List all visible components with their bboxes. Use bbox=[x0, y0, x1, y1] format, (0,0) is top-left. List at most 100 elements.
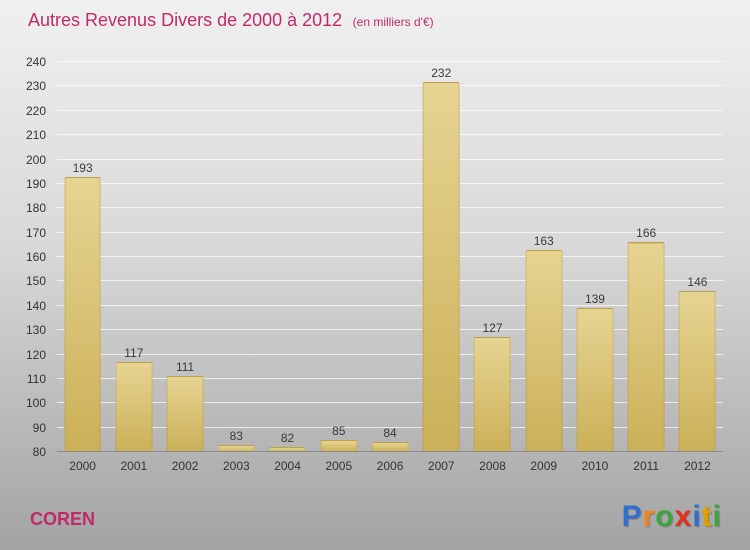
gridline bbox=[57, 85, 723, 87]
bar-column: 146 2012 bbox=[672, 62, 723, 473]
bar-value-label: 82 bbox=[280, 431, 295, 446]
x-tick-label: 2001 bbox=[120, 459, 148, 473]
bar: 84 bbox=[371, 426, 409, 452]
bar: 146 bbox=[678, 275, 716, 452]
bars: 193 2000 117 2001 111 2002 83 2003 82 2004 85 2005 8… bbox=[57, 62, 723, 473]
x-tick-label: 2010 bbox=[581, 459, 609, 473]
proxiti-logo: Proxiti bbox=[622, 500, 722, 534]
x-tick-label: 2004 bbox=[274, 459, 301, 473]
chart-title: Autres Revenus Divers de 2000 à 2012 (en… bbox=[28, 10, 434, 31]
bar-value-label: 232 bbox=[431, 65, 452, 80]
y-tick-label: 90 bbox=[32, 420, 46, 435]
gridline bbox=[57, 304, 723, 306]
chart-title-unit: (en milliers d'€) bbox=[352, 15, 434, 29]
bar: 232 bbox=[422, 66, 460, 452]
gridline bbox=[57, 158, 723, 160]
bar-column: 166 2011 bbox=[621, 62, 672, 473]
bar-value-label: 83 bbox=[229, 428, 243, 443]
x-tick-label: 2000 bbox=[69, 459, 96, 473]
bar-value-label: 84 bbox=[383, 426, 397, 441]
plot-area: 193 2000 117 2001 111 2002 83 2003 82 2004 85 2005 8… bbox=[57, 61, 723, 473]
bar: 193 bbox=[64, 161, 102, 452]
x-axis-line bbox=[57, 451, 723, 452]
y-tick-label: 180 bbox=[25, 201, 46, 216]
bar-value-label: 127 bbox=[482, 321, 503, 336]
bar: 166 bbox=[627, 226, 665, 452]
bar-column: 139 2010 bbox=[569, 62, 620, 473]
y-tick-label: 200 bbox=[25, 152, 46, 167]
logo-letter: o bbox=[655, 500, 675, 533]
gridline bbox=[57, 329, 723, 331]
bar-column: 127 2008 bbox=[467, 62, 518, 473]
y-tick-label: 170 bbox=[25, 225, 46, 240]
bar-column: 82 2004 bbox=[262, 62, 313, 473]
x-tick-label: 2009 bbox=[530, 459, 558, 473]
y-tick-label: 130 bbox=[25, 323, 46, 338]
bar-column: 193 2000 bbox=[57, 62, 108, 473]
bar: 163 bbox=[525, 234, 563, 452]
y-axis: 80 90 100 110 120 130 140 150 160 170 180 190 200 210… bbox=[0, 55, 52, 459]
gridline bbox=[57, 182, 723, 184]
y-tick-label: 210 bbox=[25, 128, 46, 143]
bar: 82 bbox=[269, 431, 306, 452]
logo-letter: t bbox=[701, 500, 713, 533]
logo-letter: i bbox=[692, 500, 702, 533]
x-tick-label: 2007 bbox=[427, 459, 455, 473]
bar-column: 163 2009 bbox=[518, 62, 569, 473]
y-tick-label: 230 bbox=[25, 79, 46, 94]
bar-column: 232 2007 bbox=[416, 62, 467, 473]
bar-column: 84 2006 bbox=[364, 62, 415, 473]
y-tick-label: 100 bbox=[25, 396, 46, 411]
bar-value-label: 146 bbox=[687, 275, 708, 290]
gridline bbox=[57, 61, 723, 62]
x-tick-label: 2011 bbox=[633, 459, 660, 473]
gridline bbox=[57, 377, 723, 379]
bar-column: 111 2002 bbox=[159, 62, 210, 473]
y-tick-label: 80 bbox=[32, 445, 46, 459]
gridline bbox=[57, 231, 723, 233]
bar: 111 bbox=[166, 360, 204, 452]
x-tick-label: 2008 bbox=[479, 459, 506, 473]
bar: 139 bbox=[576, 292, 614, 452]
x-tick-label: 2012 bbox=[684, 459, 711, 473]
gridline bbox=[57, 426, 723, 428]
bar: 117 bbox=[115, 346, 153, 452]
y-tick-label: 190 bbox=[25, 176, 46, 191]
bar: 85 bbox=[320, 424, 358, 452]
bar-value-label: 193 bbox=[72, 160, 93, 175]
logo-letter: P bbox=[621, 500, 643, 533]
gridline bbox=[57, 353, 723, 355]
bar-column: 117 2001 bbox=[108, 62, 159, 473]
bar-value-label: 111 bbox=[175, 360, 195, 375]
bar-value-label: 166 bbox=[636, 226, 657, 241]
bar-column: 83 2003 bbox=[211, 62, 262, 473]
gridline bbox=[57, 280, 723, 282]
x-tick-label: 2006 bbox=[376, 459, 404, 473]
y-tick-label: 140 bbox=[25, 298, 46, 313]
logo-letter: r bbox=[642, 500, 656, 533]
logo-letter: i bbox=[712, 500, 722, 533]
gridline bbox=[57, 134, 723, 136]
y-tick-label: 120 bbox=[25, 347, 46, 362]
x-tick-label: 2003 bbox=[222, 459, 250, 473]
logo-letter: x bbox=[674, 500, 693, 533]
y-tick-label: 150 bbox=[25, 274, 46, 289]
company-label: COREN bbox=[30, 509, 96, 529]
bar-value-label: 85 bbox=[332, 423, 346, 438]
bar-value-label: 139 bbox=[584, 292, 605, 307]
bar-column: 85 2005 bbox=[313, 62, 364, 473]
gridline bbox=[57, 207, 723, 209]
y-tick-label: 160 bbox=[25, 250, 46, 264]
gridline bbox=[57, 256, 723, 257]
x-tick-label: 2005 bbox=[325, 459, 353, 473]
bar-value-label: 117 bbox=[124, 345, 144, 360]
chart-title-text: Autres Revenus Divers de 2000 à 2012 bbox=[28, 10, 343, 30]
bar: 83 bbox=[217, 429, 255, 452]
y-tick-label: 240 bbox=[25, 55, 46, 69]
x-tick-label: 2002 bbox=[171, 459, 199, 473]
gridline bbox=[57, 402, 723, 404]
gridline bbox=[57, 109, 723, 111]
bar-value-label: 163 bbox=[533, 233, 554, 248]
y-tick-label: 220 bbox=[25, 103, 46, 118]
bar: 127 bbox=[474, 321, 511, 452]
